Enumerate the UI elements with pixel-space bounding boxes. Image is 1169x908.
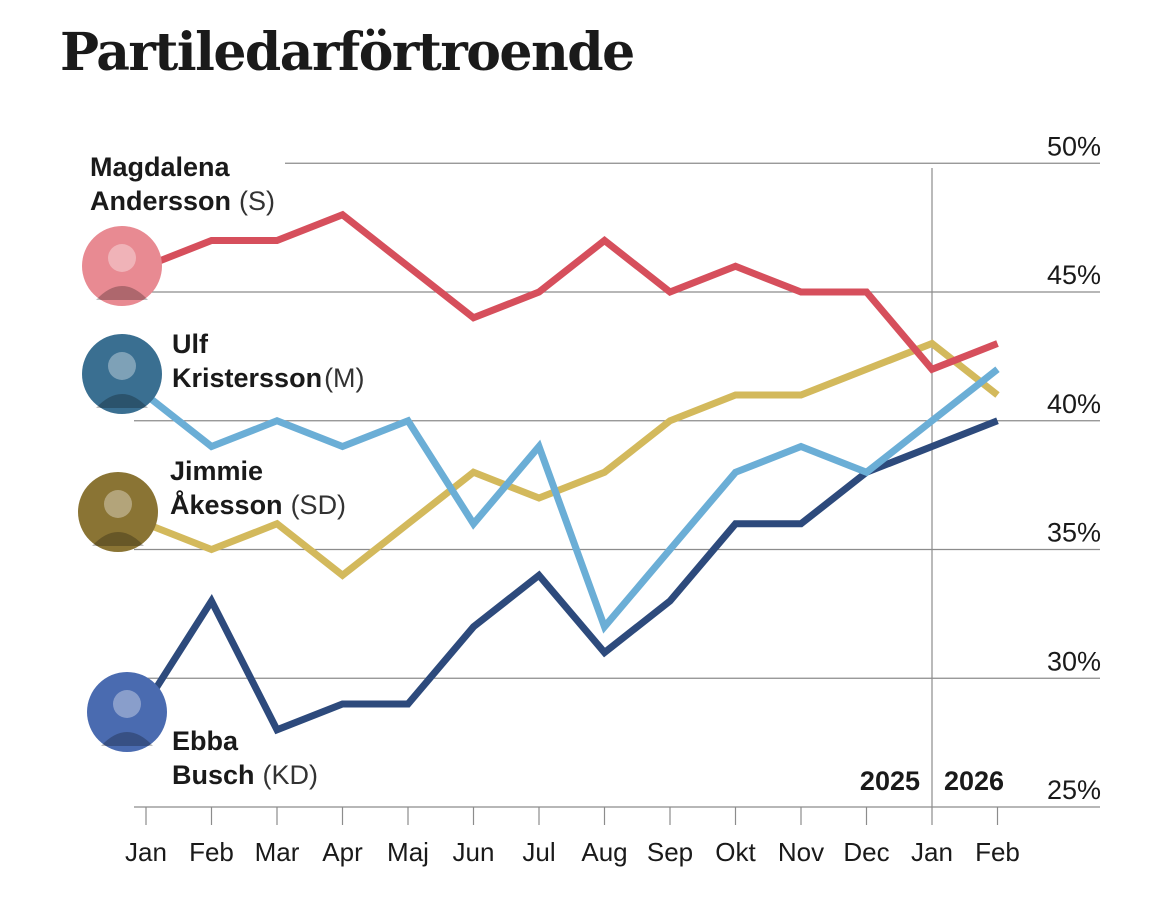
portrait-shoulders [96,286,148,300]
portrait-head [104,490,132,518]
series-name-line2: Åkesson (SD) [170,489,346,520]
series-name-surname: Åkesson [170,489,283,520]
x-tick-label: Feb [189,837,234,867]
series-label-group-0: Magdalena Andersson (S) [82,152,275,306]
series-name-line2: Busch (KD) [172,760,318,790]
x-axis: Jan Feb Mar Apr Maj Jun Jul Aug Sep Okt Nov Dec Jan F… [125,806,1100,867]
x-tick-label: Jan [125,837,167,867]
series-name-surname: Kristersson [172,363,322,393]
x-tick-label: Jan [911,837,953,867]
year-label-2025: 2025 [860,766,920,796]
x-tick-label: Jun [453,837,495,867]
series-name-surname: Busch [172,760,255,790]
x-tick-label: Nov [778,837,824,867]
year-labels: 2025 2026 [860,766,1004,796]
gridlines [134,162,1100,807]
series-name-line1: Ulf [172,329,209,359]
series-line-2 [144,339,1000,580]
series-party: (SD) [291,490,347,520]
x-tick-label: Maj [387,837,429,867]
portrait-avatar [78,472,158,552]
portrait-shoulders [96,394,148,408]
series-line-0 [144,210,999,374]
series-name-line1: Ebba [172,726,239,756]
y-tick-label: 45% [1047,260,1101,290]
x-tick-label: Sep [647,837,693,867]
portrait-avatar [82,334,162,414]
series-line-1 [143,366,1000,634]
series-labels: Magdalena Andersson (S) Ulf Kristersson(M) Ji… [78,152,365,790]
series-name-line1: Jimmie [170,456,263,486]
portrait-shoulders [92,532,144,546]
portrait-avatar [82,226,162,306]
portrait-head [108,352,136,380]
series-party: (M) [324,363,364,393]
portrait-shoulders [101,732,153,746]
y-tick-label: 40% [1047,389,1101,419]
x-tick-label: Mar [255,837,300,867]
series-lines [143,210,1000,735]
series-line-3 [143,417,999,735]
x-tick-label: Okt [715,837,756,867]
x-tick-label: Jul [522,837,555,867]
series-name-line2: Andersson (S) [90,186,275,216]
y-axis-ticks: 25% 30% 35% 40% 45% 50% [1047,131,1101,805]
series-party: (S) [239,186,275,216]
series-name-line1: Magdalena [90,152,231,182]
series-label-group-1: Ulf Kristersson(M) [82,329,365,414]
series-party: (KD) [263,760,319,790]
x-tick-label: Dec [843,837,889,867]
y-tick-label: 25% [1047,775,1101,805]
x-tick-label: Feb [975,837,1020,867]
portrait-head [108,244,136,272]
x-tick-label: Aug [581,837,627,867]
portrait-avatar [87,672,167,752]
series-name-surname: Andersson [90,186,231,216]
portrait-head [113,690,141,718]
chart-title: Partiledarförtroende [60,22,635,83]
series-label-group-3: Ebba Busch (KD) [87,672,318,790]
y-tick-label: 50% [1047,131,1101,161]
y-tick-label: 35% [1047,518,1101,548]
series-name-line2: Kristersson(M) [172,363,365,393]
y-tick-label: 30% [1047,646,1101,676]
year-label-2026: 2026 [944,766,1004,796]
x-tick-label: Apr [322,837,363,867]
